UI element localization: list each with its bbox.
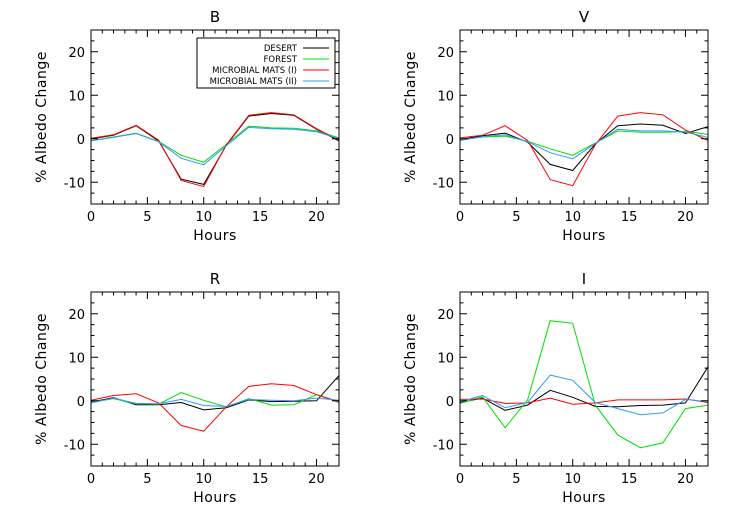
x-tick-label: 15 [621,210,638,225]
series-line-desert [459,366,709,411]
panel-2: R 0 5 10 15 20 -10 0 10 20 Hours % Albedo Change [34,270,340,506]
y-tick-label: -10 [64,438,85,453]
x-tick-label: 20 [677,472,694,487]
legend-box [196,37,336,89]
legend-label: FOREST [264,55,298,65]
x-tick-label: 15 [252,472,269,487]
y-tick-label: 20 [68,308,85,323]
series-line-desert [459,123,709,172]
x-axis-label: Hours [562,490,606,506]
panel-title: B [210,8,220,26]
x-tick-label: 15 [621,472,638,487]
y-tick-label: 10 [437,351,454,366]
panel-title: I [582,270,586,288]
series-line-microbial-mats-i [90,112,340,188]
y-tick-label: 0 [446,133,454,148]
y-tick-label: 0 [77,395,85,410]
y-tick-label: -10 [433,438,454,453]
panel-title: V [579,8,590,26]
x-tick-label: 10 [564,210,581,225]
series-line-microbial-mats-ii [90,397,340,407]
legend-label: MICROBIAL MATS (I) [212,66,297,76]
y-tick-label: 20 [437,308,454,323]
x-tick-label: 10 [195,472,212,487]
panel-0: B 0 5 10 15 20 -10 0 10 20 Hours % Albedo Change DES… [34,8,340,244]
y-tick-label: 0 [446,395,454,410]
y-axis-label: % Albedo Change [403,51,419,183]
x-axis-label: Hours [193,228,237,244]
y-tick-label: 10 [68,89,85,104]
series-line-desert [90,112,340,185]
series-line-microbial-mats-ii [90,126,340,166]
x-tick-label: 5 [143,472,151,487]
x-tick-label: 15 [252,210,269,225]
y-tick-label: 0 [77,133,85,148]
x-tick-label: 5 [512,210,520,225]
x-tick-label: 5 [143,210,151,225]
y-tick-label: -10 [433,176,454,191]
x-tick-label: 0 [87,210,95,225]
series-line-desert [90,375,340,411]
y-tick-label: 20 [437,46,454,61]
y-axis-label: % Albedo Change [34,51,50,183]
panel-title: R [210,270,220,288]
series-line-microbial-mats-i [459,397,709,405]
x-tick-label: 10 [195,210,212,225]
series-line-forest [459,320,709,449]
series-line-forest [459,130,709,156]
plot-frame [459,29,709,205]
series-line-microbial-mats-ii [459,128,709,160]
y-tick-label: 20 [68,46,85,61]
series-line-microbial-mats-ii [459,374,709,416]
x-tick-label: 20 [308,210,325,225]
x-tick-label: 5 [512,472,520,487]
y-tick-label: 10 [68,351,85,366]
x-axis-label: Hours [562,228,606,244]
y-tick-label: -10 [64,176,85,191]
series-line-forest [90,125,340,163]
x-tick-label: 0 [456,472,464,487]
x-tick-label: 10 [564,472,581,487]
x-tick-label: 0 [87,472,95,487]
y-axis-label: % Albedo Change [34,313,50,445]
y-tick-label: 10 [437,89,454,104]
x-tick-label: 20 [677,210,694,225]
legend-label: MICROBIAL MATS (II) [210,77,297,87]
series-line-microbial-mats-i [459,112,709,187]
x-axis-label: Hours [193,490,237,506]
plot-frame [90,291,340,467]
y-axis-label: % Albedo Change [403,313,419,445]
panel-1: V 0 5 10 15 20 -10 0 10 20 Hours % Albedo Change [403,8,709,244]
legend-label: DESERT [264,44,298,54]
plot-frame [459,291,709,467]
series-line-microbial-mats-i [90,383,340,432]
x-tick-label: 20 [308,472,325,487]
panel-3: I 0 5 10 15 20 -10 0 10 20 Hours % Albedo Change [403,270,709,506]
x-tick-label: 0 [456,210,464,225]
